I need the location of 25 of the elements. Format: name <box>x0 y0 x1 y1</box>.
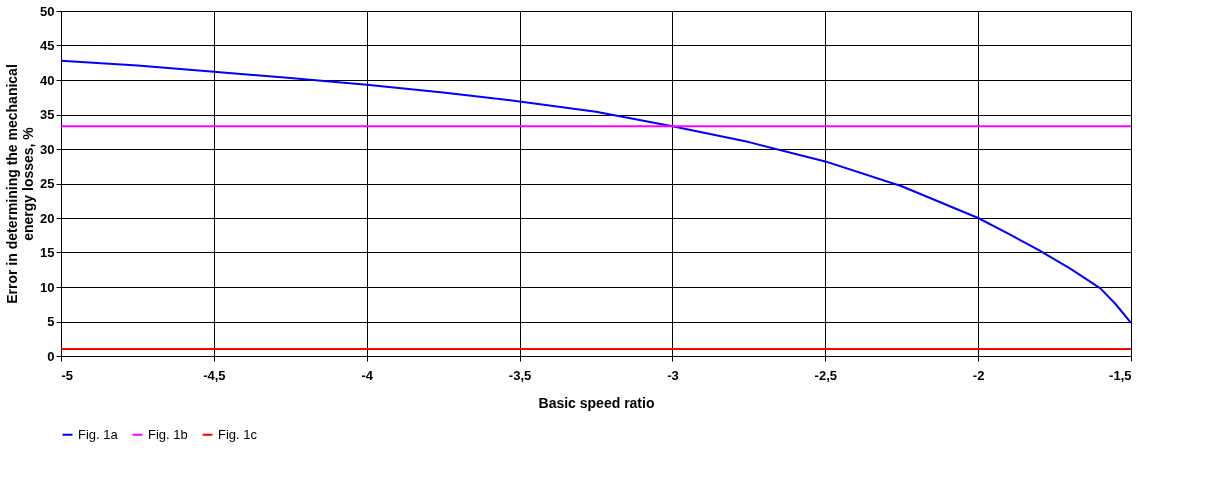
y-tick-label: 5 <box>47 314 55 329</box>
x-tick-label: -2 <box>972 367 985 383</box>
y-tick-label: 35 <box>40 107 55 122</box>
y-tick-label: 45 <box>40 38 55 53</box>
legend-label: Fig. 1b <box>148 426 188 442</box>
x-tick-label: -3 <box>667 367 679 383</box>
line-series <box>60 59 1132 324</box>
x-tick-label: -3,5 <box>508 367 532 383</box>
legend-label: Fig. 1c <box>218 426 258 442</box>
y-tick-label: 40 <box>40 72 55 88</box>
y-tick-label: 25 <box>40 176 55 191</box>
y-tick-label: 0 <box>47 348 55 364</box>
x-axis-title: Basic speed ratio <box>538 394 655 411</box>
x-tick-label: -4,5 <box>203 367 226 383</box>
y-tick-label: 30 <box>40 141 55 157</box>
y-tick-label: 15 <box>40 245 55 260</box>
y-tick-label: 20 <box>40 210 55 226</box>
x-tick-label: -1,5 <box>1109 367 1132 383</box>
y-tick-label: 10 <box>40 279 55 295</box>
x-tick-label: -5 <box>61 367 74 383</box>
y-tick-label: 50 <box>40 3 55 19</box>
legend-label: Fig. 1a <box>78 426 119 442</box>
x-tick-label: -4 <box>361 367 374 383</box>
x-tick-label: -2,5 <box>814 367 837 383</box>
y-axis-title: Error in determining the mechanical energy losses, % <box>4 64 37 304</box>
